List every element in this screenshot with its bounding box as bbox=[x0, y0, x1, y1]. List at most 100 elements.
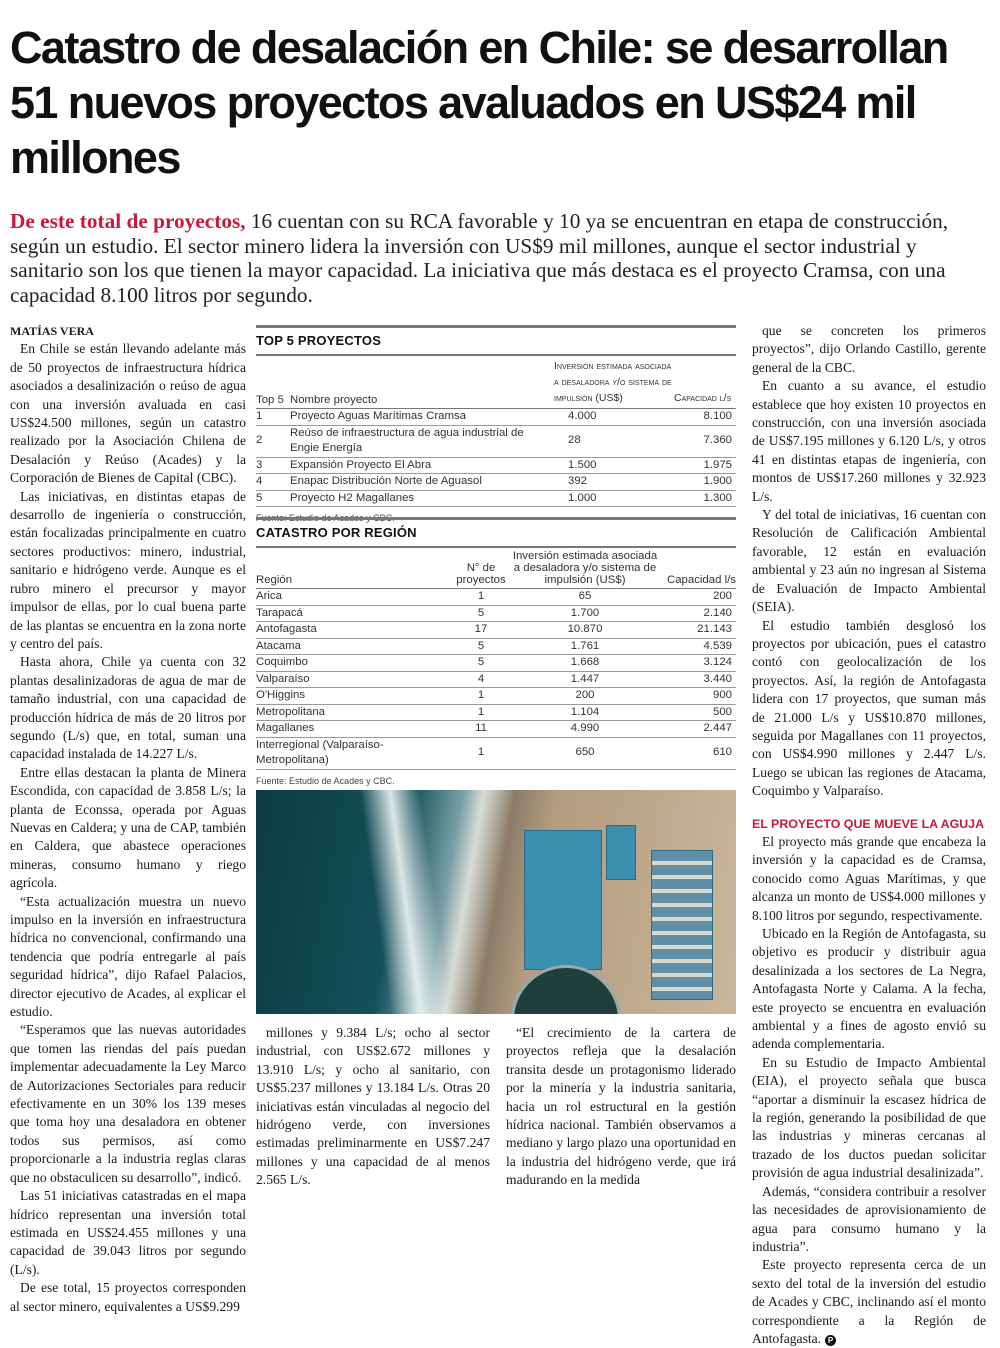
end-mark-icon: P bbox=[825, 1334, 837, 1346]
table-cell: 500 bbox=[660, 704, 736, 721]
table-cell: 650 bbox=[510, 737, 660, 770]
table-row: 2 Reúso de infraestructura de agua indust… bbox=[256, 425, 736, 458]
plant-roof bbox=[606, 825, 636, 880]
table-row: Metropolitana 1 1.104 500 bbox=[256, 704, 736, 721]
paragraph: En su Estudio de Impacto Ambiental (EIA)… bbox=[752, 1054, 986, 1181]
article-column-3a: millones y 9.384 L/s; ocho al sector ind… bbox=[256, 1024, 490, 1190]
table-cell: 8.100 bbox=[674, 408, 736, 426]
regions-table: Región N° de proyectos Inversión estimad… bbox=[256, 548, 736, 770]
paragraph: Este proyecto representa cerca de un sex… bbox=[752, 1257, 986, 1346]
table-row: Valparaíso 4 1.447 3.440 bbox=[256, 671, 736, 688]
table-row: Magallanes 11 4.990 2.447 bbox=[256, 720, 736, 738]
table-cell: 1 bbox=[452, 687, 510, 705]
table-row: 3 Expansión Proyecto El Abra 1.500 1.975 bbox=[256, 457, 736, 474]
table-cell: Proyecto H2 Magallanes bbox=[290, 490, 554, 507]
table-cell: 4.990 bbox=[510, 720, 660, 738]
table-cell: Expansión Proyecto El Abra bbox=[290, 457, 554, 474]
table-cell: 4.000 bbox=[554, 408, 674, 426]
article-column-4: que se concreten los primeros proyectos”… bbox=[752, 322, 986, 1348]
paragraph: En cuanto a su avance, el estudio establ… bbox=[752, 378, 986, 504]
headline: Catastro de desalación en Chile: se desa… bbox=[10, 22, 949, 183]
plant-roof bbox=[524, 830, 602, 970]
header-investment: Inversión estimada asociada a desaladora… bbox=[510, 548, 660, 589]
table-cell: 3.440 bbox=[660, 671, 736, 688]
table-row: Coquimbo 5 1.668 3.124 bbox=[256, 654, 736, 672]
lede: De este total de proyectos, 16 cuentan c… bbox=[10, 209, 990, 307]
table-cell: Proyecto Aguas Marítimas Cramsa bbox=[290, 408, 554, 426]
table-row: 4 Enapac Distribución Norte de Aguasol 392… bbox=[256, 473, 736, 491]
top5-table: Top 5 Nombre proyecto Inversión estimada… bbox=[256, 356, 736, 507]
table-row: Tarapacá 5 1.700 2.140 bbox=[256, 605, 736, 622]
table-cell: Arica bbox=[256, 588, 452, 606]
table-cell: 3.124 bbox=[660, 654, 736, 672]
table-cell: Atacama bbox=[256, 638, 452, 655]
top5-table-box: TOP 5 PROYECTOS Top 5 Nombre proyecto In… bbox=[256, 325, 736, 523]
table-cell: Enapac Distribución Norte de Aguasol bbox=[290, 473, 554, 491]
regions-table-box: CATASTRO POR REGIÓN Región N° de proyect… bbox=[256, 517, 736, 786]
table-cell: 10.870 bbox=[510, 621, 660, 639]
paragraph: “Esperamos que las nuevas autoridades qu… bbox=[10, 1022, 246, 1185]
table-row: 1 Proyecto Aguas Marítimas Cramsa 4.000 8.1… bbox=[256, 408, 736, 426]
regions-title: CATASTRO POR REGIÓN bbox=[256, 517, 736, 548]
plant-tank bbox=[511, 965, 621, 1014]
paragraph: “Esta actualización muestra un nuevo imp… bbox=[10, 893, 246, 1020]
paragraph: Las 51 iniciativas catastradas en el map… bbox=[10, 1188, 246, 1277]
table-cell: Coquimbo bbox=[256, 654, 452, 672]
paragraph: Las iniciativas, en distintas etapas de … bbox=[10, 488, 246, 651]
table-cell: 65 bbox=[510, 588, 660, 606]
table-cell: 1.000 bbox=[554, 490, 674, 507]
table-row: Antofagasta 17 10.870 21.143 bbox=[256, 621, 736, 639]
table-cell: 4.539 bbox=[660, 638, 736, 655]
table-cell: 1.975 bbox=[674, 457, 736, 474]
table-cell: O'Higgins bbox=[256, 687, 452, 705]
table-cell: 1 bbox=[452, 737, 510, 770]
table-cell: Reúso de infraestructura de agua industr… bbox=[290, 425, 554, 458]
top5-title: TOP 5 PROYECTOS bbox=[256, 325, 736, 356]
paragraph: que se concreten los primeros proyectos”… bbox=[752, 323, 986, 375]
paragraph: “El crecimiento de la cartera de proyect… bbox=[506, 1025, 736, 1188]
paragraph: El estudio también desglosó los proyecto… bbox=[752, 617, 986, 799]
table-cell: 1.668 bbox=[510, 654, 660, 672]
table-cell: 4 bbox=[256, 473, 290, 491]
table-cell: 1 bbox=[452, 588, 510, 606]
subhead: EL PROYECTO QUE MUEVE LA AGUJA bbox=[752, 816, 985, 831]
table-cell: 3 bbox=[256, 457, 290, 474]
table-cell: 1.900 bbox=[674, 473, 736, 491]
lede-highlight: De este total de proyectos, bbox=[10, 209, 246, 233]
table-cell: 610 bbox=[660, 737, 736, 770]
paragraph: Además, “considera contribuir a resolver… bbox=[752, 1183, 986, 1254]
paragraph: En Chile se están llevando adelante más … bbox=[10, 341, 246, 486]
table-cell: 5 bbox=[452, 638, 510, 655]
table-cell: Valparaíso bbox=[256, 671, 452, 688]
table-cell: 1.761 bbox=[510, 638, 660, 655]
table-cell: Tarapacá bbox=[256, 605, 452, 622]
table-cell: 17 bbox=[452, 621, 510, 639]
lede-text: 16 cuentan con su RCA favorable y 10 ya … bbox=[10, 209, 949, 307]
table-cell: 1.700 bbox=[510, 605, 660, 622]
table-cell: 21.143 bbox=[660, 621, 736, 639]
table-row: 5 Proyecto H2 Magallanes 1.000 1.300 bbox=[256, 490, 736, 507]
byline: MATÍAS VERA bbox=[10, 324, 94, 338]
table-cell: 5 bbox=[256, 490, 290, 507]
paragraph: Hasta ahora, Chile ya cuenta con 32 plan… bbox=[10, 654, 246, 762]
table-cell: Magallanes bbox=[256, 720, 452, 738]
table-cell: 5 bbox=[452, 605, 510, 622]
regions-source: Fuente: Estudio de Acades y CBC. bbox=[256, 775, 395, 786]
table-cell: 2.447 bbox=[660, 720, 736, 738]
paragraph: El proyecto más grande que encabeza la i… bbox=[752, 833, 986, 923]
table-cell: 5 bbox=[452, 654, 510, 672]
table-cell: 11 bbox=[452, 720, 510, 738]
paragraph: millones y 9.384 L/s; ocho al sector ind… bbox=[256, 1025, 490, 1188]
table-cell: 28 bbox=[554, 425, 674, 458]
table-cell: Antofagasta bbox=[256, 621, 452, 639]
plant-modules bbox=[651, 850, 713, 1000]
paragraph: Entre ellas destacan la planta de Minera… bbox=[10, 764, 246, 891]
table-row: Arica 1 65 200 bbox=[256, 588, 736, 606]
header-name: Nombre proyecto bbox=[290, 356, 554, 409]
table-cell: 1.500 bbox=[554, 457, 674, 474]
table-cell: 4 bbox=[452, 671, 510, 688]
table-cell: 1.104 bbox=[510, 704, 660, 721]
table-cell: 1.300 bbox=[674, 490, 736, 507]
table-row: Atacama 5 1.761 4.539 bbox=[256, 638, 736, 655]
table-cell: 1 bbox=[452, 704, 510, 721]
